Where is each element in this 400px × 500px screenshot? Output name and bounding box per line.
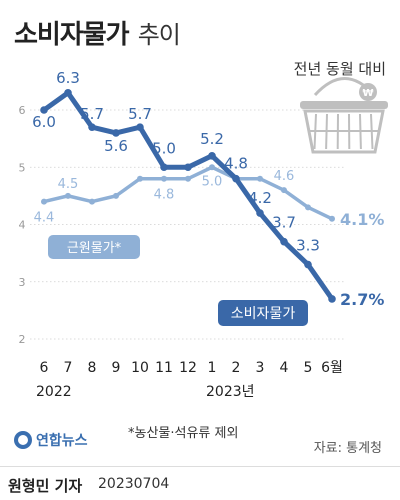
data-label: 4.8 bbox=[224, 155, 248, 173]
y-tick-label: 2 bbox=[19, 333, 26, 346]
data-point bbox=[89, 198, 95, 205]
data-point bbox=[88, 123, 96, 131]
data-label: 4.1% bbox=[340, 210, 384, 229]
agency-brand: 연합뉴스 bbox=[14, 430, 88, 450]
year-label-2022: 2022 bbox=[36, 384, 72, 400]
basket-body bbox=[303, 109, 385, 154]
basket-rim bbox=[300, 101, 388, 109]
footnote: *농산물·석유류 제외 bbox=[128, 426, 239, 441]
data-point bbox=[209, 164, 215, 171]
data-point bbox=[305, 204, 311, 211]
title-main: 소비자물가 bbox=[14, 20, 130, 50]
y-tick-label: 4 bbox=[19, 219, 26, 232]
data-point bbox=[64, 89, 72, 97]
data-point bbox=[304, 260, 312, 269]
data-point bbox=[161, 175, 167, 182]
legend-label-cpi: 소비자물가 bbox=[231, 306, 296, 322]
data-label: 6.0 bbox=[32, 113, 56, 131]
legend-badge-core bbox=[48, 235, 140, 259]
agency-logo-icon bbox=[14, 431, 32, 449]
x-tick-label: 8 bbox=[88, 360, 97, 376]
x-tick-label: 1 bbox=[208, 360, 217, 376]
x-tick-label: 4 bbox=[280, 360, 289, 376]
x-tick-label: 5 bbox=[304, 360, 313, 376]
y-tick-label: 3 bbox=[19, 276, 26, 289]
chart-subtitle: 전년 동월 대비 bbox=[293, 60, 386, 78]
data-point bbox=[329, 215, 335, 222]
y-tick-label: 5 bbox=[19, 161, 26, 174]
legend-label-core: 근원물가* bbox=[67, 241, 122, 256]
data-point bbox=[160, 163, 168, 172]
y-tick-label: 6 bbox=[19, 104, 26, 117]
data-label: 5.7 bbox=[80, 105, 104, 123]
data-label: 5.2 bbox=[200, 130, 224, 148]
data-point bbox=[280, 237, 288, 246]
shopping-basket-icon: ₩ bbox=[300, 77, 388, 154]
data-label: 4.2 bbox=[248, 189, 272, 207]
data-point bbox=[256, 209, 264, 217]
data-point bbox=[232, 174, 240, 183]
x-tick-label: 10 bbox=[131, 360, 149, 376]
title-suffix: 추이 bbox=[137, 21, 181, 49]
data-label: 3.3 bbox=[296, 237, 320, 255]
data-label: 5.6 bbox=[104, 137, 128, 155]
agency-name: 연합뉴스 bbox=[36, 433, 88, 449]
data-label: 5.0 bbox=[202, 174, 223, 189]
x-tick-label: 7 bbox=[64, 360, 73, 376]
data-point bbox=[136, 123, 144, 131]
data-label: 3.7 bbox=[272, 214, 296, 232]
x-tick-label: 6월 bbox=[321, 360, 343, 376]
data-label: 4.8 bbox=[154, 188, 175, 203]
x-tick-label: 2 bbox=[232, 360, 241, 376]
data-point bbox=[185, 175, 191, 182]
data-point bbox=[113, 192, 119, 199]
data-point bbox=[257, 175, 263, 182]
x-tick-label: 6 bbox=[40, 360, 49, 376]
won-coin-icon bbox=[359, 83, 377, 101]
data-label: 4.5 bbox=[58, 177, 79, 192]
data-label: 5.0 bbox=[152, 139, 176, 157]
x-tick-label: 9 bbox=[112, 360, 121, 376]
data-point bbox=[328, 295, 336, 303]
year-label-2023: 2023년 bbox=[206, 384, 255, 400]
won-symbol: ₩ bbox=[362, 88, 373, 99]
data-label: 4.4 bbox=[34, 211, 55, 226]
x-tick-label: 11 bbox=[155, 360, 173, 376]
data-label: 5.7 bbox=[128, 105, 152, 123]
data-point bbox=[40, 106, 48, 114]
data-point bbox=[137, 175, 143, 182]
data-point bbox=[112, 129, 120, 137]
legend-badge-cpi bbox=[218, 300, 308, 326]
data-point bbox=[65, 192, 71, 199]
data-label: 4.6 bbox=[274, 169, 295, 184]
x-tick-label: 3 bbox=[256, 360, 265, 376]
source-note: 자료: 통계청 bbox=[313, 441, 382, 456]
data-label: 2.7% bbox=[340, 290, 384, 309]
publish-date: 20230704 bbox=[98, 476, 170, 492]
x-tick-label: 12 bbox=[179, 360, 197, 376]
data-point bbox=[184, 163, 192, 172]
byline-bar: 원형민 기자 20230704 bbox=[0, 466, 400, 500]
data-point bbox=[41, 198, 47, 205]
series-line-cpi bbox=[42, 90, 335, 301]
data-label: 6.3 bbox=[56, 69, 80, 87]
data-point bbox=[208, 152, 216, 160]
chart-title: 소비자물가 추이 bbox=[14, 14, 181, 51]
reporter-name: 원형민 기자 bbox=[8, 477, 83, 495]
data-point bbox=[281, 187, 287, 194]
